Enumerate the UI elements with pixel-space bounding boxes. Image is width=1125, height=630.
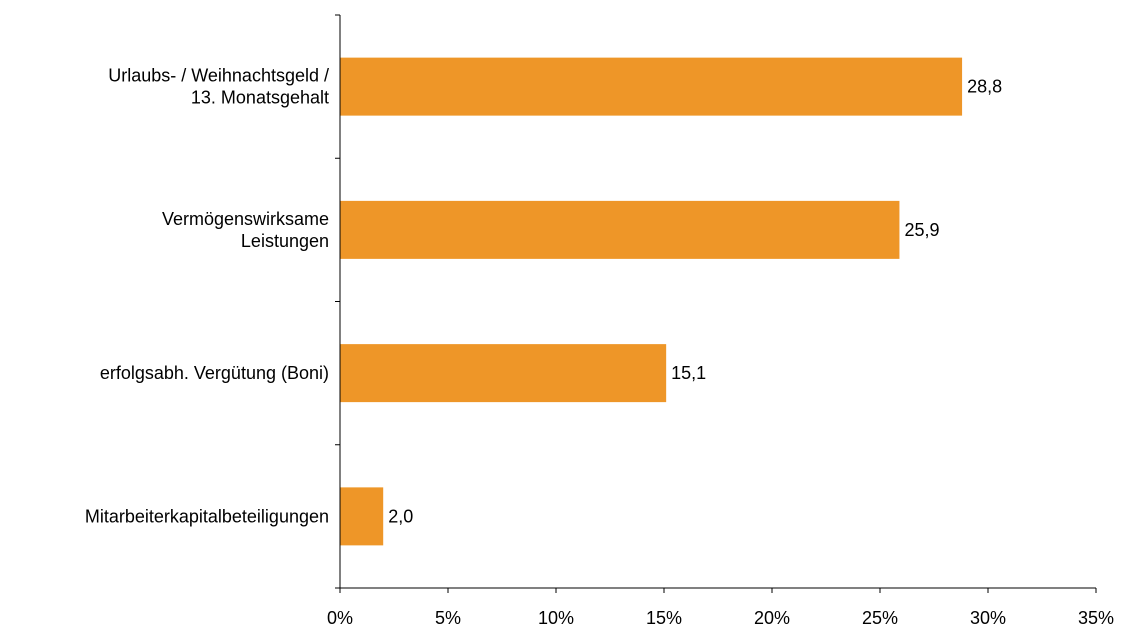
- x-tick-label: 0%: [327, 608, 353, 628]
- x-tick-label: 10%: [538, 608, 574, 628]
- category-label-line: Urlaubs- / Weihnachtsgeld /: [108, 66, 329, 86]
- data-label: 28,8: [967, 77, 1002, 97]
- category-label-line: 13. Monatsgehalt: [191, 88, 329, 108]
- category-label-line: Vermögenswirksame: [162, 209, 329, 229]
- category-label-line: Mitarbeiterkapitalbeteiligungen: [85, 506, 329, 526]
- category-label: erfolgsabh. Vergütung (Boni): [100, 363, 329, 383]
- x-tick-label: 5%: [435, 608, 461, 628]
- x-tick-label: 35%: [1078, 608, 1114, 628]
- labels-layer: 0% 5% 10% 15% 20% 25% 30% 35% 28,8 Urlaubs- / Wei…: [85, 66, 1114, 628]
- x-tick-label: 25%: [862, 608, 898, 628]
- category-label-line: erfolgsabh. Vergütung (Boni): [100, 363, 329, 383]
- x-tick-label: 15%: [646, 608, 682, 628]
- data-label: 25,9: [904, 220, 939, 240]
- data-label: 2,0: [388, 506, 413, 526]
- bars-layer: [340, 57, 963, 546]
- category-label: Mitarbeiterkapitalbeteiligungen: [85, 506, 329, 526]
- category-label-line: Leistungen: [241, 231, 329, 251]
- x-tick-label: 30%: [970, 608, 1006, 628]
- bar: [340, 200, 900, 259]
- bar: [340, 487, 384, 546]
- bar: [340, 344, 667, 403]
- x-tick-label: 20%: [754, 608, 790, 628]
- ticks-layer: [335, 14, 1097, 593]
- category-label: Vermögenswirksame Leistungen: [162, 209, 329, 251]
- bar: [340, 57, 963, 116]
- category-label: Urlaubs- / Weihnachtsgeld /13. Monatsgeh…: [108, 66, 329, 108]
- data-label: 15,1: [671, 363, 706, 383]
